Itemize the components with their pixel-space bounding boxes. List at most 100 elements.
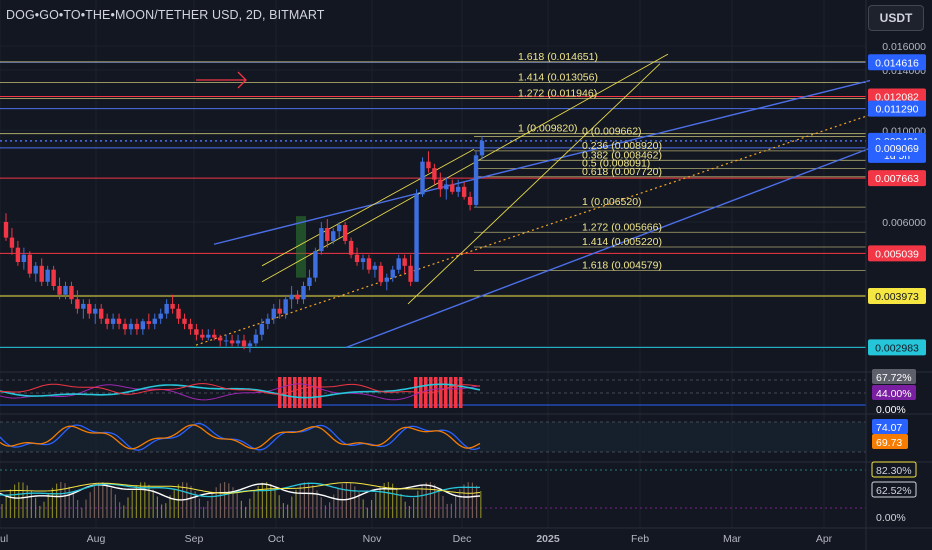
candle-body	[45, 269, 50, 282]
candle-body	[438, 179, 443, 190]
candle-body	[319, 228, 324, 252]
candle-body	[348, 240, 354, 255]
fib-retracement-label: 1 (0.006520)	[582, 196, 642, 208]
fib-extension-label: 1.618 (0.014651)	[518, 51, 598, 63]
fib-retracement-label: 0.5 (0.008091)	[582, 157, 650, 169]
indicator-panels: 67.72% 44.00% 0.00% 74.07 69.73 82.30% 62.52% 0…	[0, 369, 932, 524]
candle-body	[450, 184, 455, 192]
candle-body	[99, 308, 104, 319]
price-tick-label: 0.016000	[882, 41, 926, 53]
channel-lower-line	[345, 147, 871, 349]
candle-body	[360, 258, 366, 263]
candle-body	[152, 318, 157, 324]
fib-retracement-label: 1.414 (0.005220)	[582, 236, 662, 248]
candle-body	[27, 254, 32, 274]
price-label-text: 0.002983	[875, 342, 919, 354]
candle-body	[325, 228, 330, 241]
candle-body	[122, 323, 128, 330]
candle-body	[247, 343, 253, 347]
candle-body	[420, 161, 425, 195]
time-tick-label: Feb	[631, 533, 649, 545]
candle-body	[134, 323, 140, 330]
rsi-value-badge	[872, 369, 916, 384]
candle-body	[426, 161, 431, 169]
price-tick-label: 0.006000	[882, 217, 926, 229]
candle-body	[396, 258, 401, 270]
candle-body	[182, 318, 187, 324]
currency-button[interactable]: USDT	[868, 5, 924, 31]
candle-body	[372, 265, 378, 270]
candle-body	[3, 222, 9, 238]
candle-body	[21, 254, 27, 263]
stoch-value-badge	[872, 419, 908, 434]
candle-body	[283, 299, 288, 314]
candle-body	[57, 285, 62, 295]
stoch-value-badge	[872, 434, 908, 449]
momentum-value-badge	[871, 481, 917, 498]
rsi-histogram-bar	[434, 377, 438, 408]
candle-body	[295, 294, 300, 300]
candle-body	[456, 186, 461, 192]
candle-body	[414, 194, 419, 282]
candle-body	[235, 340, 241, 344]
candle-body	[432, 168, 437, 180]
candle-body	[200, 334, 205, 338]
arrow-head	[237, 71, 247, 89]
rsi-histogram-bar	[444, 377, 448, 408]
price-axis: 0.0160000.0140000.0100000.0060000.004000…	[868, 41, 926, 356]
time-tick-label: Aug	[87, 533, 106, 545]
candle-body	[93, 308, 98, 314]
grid	[0, 0, 866, 528]
fib-retracement-label: 1.618 (0.004579)	[582, 259, 662, 271]
candle-body	[194, 329, 199, 335]
candle-body	[39, 265, 44, 282]
candle-body	[241, 340, 247, 347]
fib-extension-label: 1 (0.009820)	[518, 123, 578, 135]
fib-retracement-label: 1.272 (0.005666)	[582, 221, 662, 233]
candle-body	[63, 285, 68, 295]
time-tick-label: Oct	[268, 533, 284, 545]
candle-body	[354, 254, 360, 263]
fib-extension-label: 1.272 (0.011946)	[518, 87, 597, 99]
momentum-value-label: 82.30%	[876, 465, 912, 477]
fib-channel-line	[261, 53, 669, 283]
candle-body	[140, 321, 146, 330]
candle-body	[110, 318, 116, 324]
candle-body	[81, 303, 86, 309]
price-label-badge	[868, 170, 926, 187]
fib-labels: 1.618 (0.014651) 1.414 (0.013056) 1.272 (0…	[518, 51, 662, 272]
stoch-band-fill	[0, 422, 866, 452]
candle-body	[128, 323, 134, 330]
time-tick-label: 2025	[536, 533, 560, 545]
rsi-signal-line	[0, 383, 481, 401]
candle-body	[259, 323, 265, 335]
price-label-text: 0.005039	[875, 248, 919, 260]
candle-body	[176, 308, 181, 319]
fib-retracement-label: 0.236 (0.008920)	[582, 140, 662, 152]
rsi-ma-line	[0, 383, 481, 395]
fib-channel-line	[407, 63, 661, 305]
stoch-d-line	[0, 424, 481, 450]
candle-body	[342, 225, 348, 241]
price-label-text: 0.003973	[875, 291, 919, 303]
rsi-value-badge	[872, 385, 916, 400]
candle-body	[390, 269, 395, 278]
fib-channel-line	[261, 148, 475, 267]
candle-body	[313, 251, 318, 278]
momentum-value-label: 0.00%	[876, 512, 906, 524]
price-label-badge	[868, 339, 926, 356]
candle-body	[146, 321, 151, 324]
candle-body	[301, 285, 306, 300]
symbol-title: DOG•GO•TO•THE•MOON/TETHER USD, 2D, BITMA…	[6, 8, 325, 22]
price-label-text: 0.012082	[875, 91, 919, 103]
rsi-histogram-bar	[454, 377, 458, 408]
candle-body	[158, 313, 163, 319]
candle-body	[87, 303, 92, 314]
candle-body	[218, 337, 223, 341]
rsi-histogram-bar	[439, 377, 443, 408]
price-label-badge	[868, 245, 926, 262]
candle-body	[366, 258, 372, 270]
